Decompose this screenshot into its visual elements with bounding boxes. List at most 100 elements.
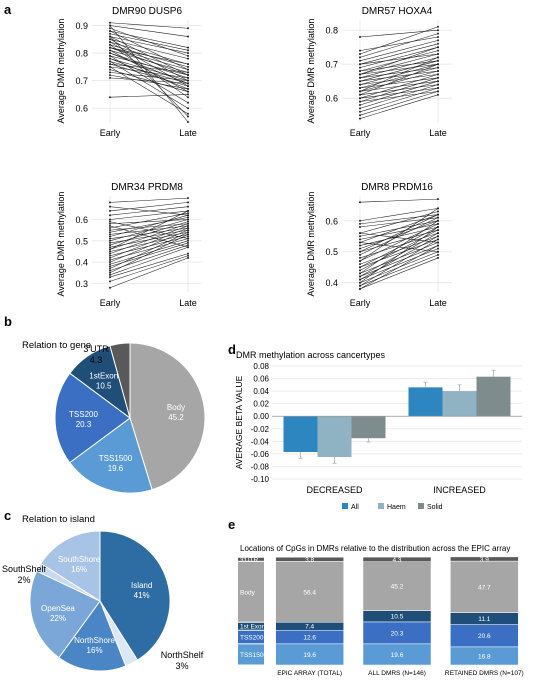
x-tick-label: Late	[179, 298, 197, 308]
data-point	[187, 115, 189, 118]
series-line	[109, 39, 189, 59]
series-line	[359, 53, 439, 65]
y-tick-label: 0.6	[75, 215, 88, 225]
data-point	[437, 76, 439, 79]
slice-label: SouthShelf	[2, 564, 47, 574]
data-point	[437, 56, 439, 59]
data-point	[109, 76, 111, 79]
series-line	[359, 239, 439, 287]
data-point	[359, 66, 361, 69]
legend-swatch	[238, 561, 264, 622]
slice-label: NorthShelf	[161, 650, 204, 660]
y-tick-label: -0.10	[251, 475, 270, 484]
data-point	[437, 53, 439, 55]
data-point	[109, 229, 111, 232]
series-line	[109, 66, 189, 114]
segment-value-label: 7.4	[305, 624, 314, 631]
series-line	[109, 50, 189, 73]
data-point	[437, 253, 439, 256]
y-tick-label: 0.04	[253, 387, 269, 396]
data-point	[187, 87, 189, 90]
data-point	[109, 246, 111, 249]
series-line	[359, 214, 439, 252]
series-line	[109, 36, 189, 117]
data-point	[109, 267, 111, 270]
data-point	[437, 219, 439, 222]
line-chart-title: DMR8 PRDM16	[361, 182, 433, 193]
line-panel-dmr90: DMR90 DUSP6 0.6 0.7 0.8 0.9 Early Late Average …	[56, 6, 202, 138]
y-tick-label: 0.7	[75, 76, 88, 86]
y-tick-label: 0.5	[75, 236, 88, 246]
legend-label: 1st Exon	[240, 624, 266, 631]
series-line	[359, 208, 439, 222]
data-point	[187, 231, 189, 234]
data-point	[359, 235, 361, 238]
series-line	[359, 245, 439, 290]
data-point	[109, 252, 111, 255]
y-tick-label: 0.02	[253, 400, 269, 409]
series-line	[359, 214, 439, 243]
data-point	[359, 49, 361, 52]
series-line	[109, 238, 189, 261]
data-point	[187, 246, 189, 249]
data-point	[359, 260, 361, 263]
x-tick-label: INCREASED	[433, 485, 486, 495]
x-tick-label: RETAINED DMRS (N=107)	[445, 670, 524, 677]
data-point	[359, 253, 361, 256]
data-point	[359, 80, 361, 83]
series-line	[109, 253, 189, 278]
bar-segment	[450, 556, 519, 562]
segment-value-label: 4.3	[392, 557, 401, 564]
series-line	[359, 242, 439, 253]
series-line	[359, 248, 439, 280]
data-point	[109, 256, 111, 259]
y-tick-label: 0.9	[75, 21, 88, 31]
y-tick-label: -0.02	[251, 425, 270, 434]
series-line	[359, 84, 439, 109]
data-point	[437, 213, 439, 216]
data-point	[109, 224, 111, 227]
data-point	[437, 80, 439, 83]
slice-value-label: 19.6	[108, 464, 124, 473]
series-line	[359, 26, 439, 55]
line-panel-dmr34: DMR34 PRDM8 0.3 0.4 0.5 0.6 Early Late Average …	[56, 182, 202, 308]
data-point	[437, 66, 439, 69]
data-point	[437, 207, 439, 210]
data-point	[437, 42, 439, 45]
bar-segment	[275, 556, 344, 562]
series-line	[359, 43, 439, 65]
series-line	[359, 80, 439, 106]
legend-label: All	[351, 504, 359, 511]
data-point	[187, 65, 189, 68]
data-point	[359, 238, 361, 241]
y-tick-label: 0.8	[325, 26, 338, 36]
data-point	[187, 254, 189, 257]
bar-segment	[362, 561, 432, 611]
data-point	[109, 27, 111, 30]
segment-value-label: 11.1	[478, 616, 491, 623]
data-point	[437, 46, 439, 49]
y-tick-label: 0.00	[253, 412, 269, 421]
data-point	[437, 256, 439, 259]
series-line	[109, 41, 189, 87]
data-point	[187, 82, 189, 85]
series-line	[359, 245, 439, 277]
series-line	[359, 63, 439, 96]
data-point	[187, 220, 189, 223]
data-point	[187, 222, 189, 225]
series-line	[109, 232, 189, 269]
data-point	[437, 49, 439, 52]
data-point	[109, 248, 111, 251]
slice-value-label: 16%	[87, 646, 103, 655]
data-point	[109, 254, 111, 257]
data-point	[437, 29, 439, 32]
segment-value-label: 10.5	[391, 614, 404, 621]
bar-segment	[275, 561, 344, 623]
data-point	[187, 63, 189, 66]
data-point	[109, 231, 111, 234]
slice-label: Body	[167, 403, 185, 412]
data-point	[437, 222, 439, 225]
series-line	[359, 33, 439, 58]
data-point	[359, 90, 361, 93]
